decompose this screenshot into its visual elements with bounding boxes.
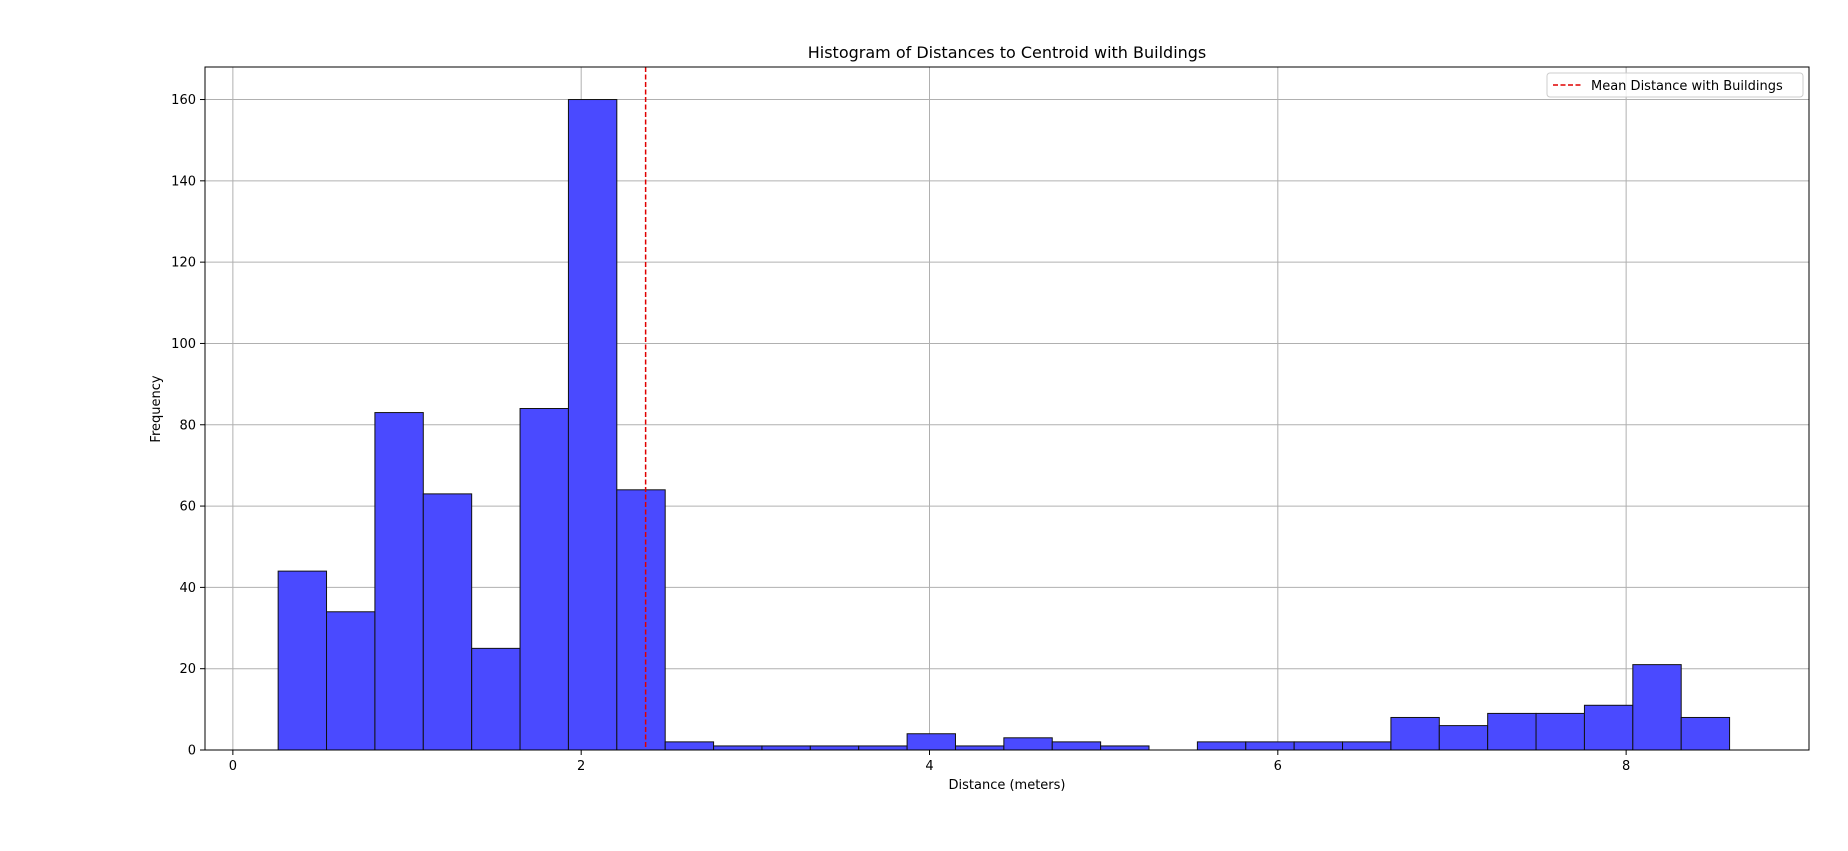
y-tick-label: 160 (171, 93, 196, 108)
histogram-bar (1100, 745, 1150, 751)
histogram-bar (1680, 716, 1731, 751)
histogram-bar (422, 493, 473, 751)
legend: Mean Distance with Buildings (1546, 72, 1804, 98)
x-tick-label: 0 (229, 759, 237, 774)
y-axis-label: Frequency (149, 375, 164, 442)
legend-mean-line-label: Mean Distance with Buildings (1591, 79, 1783, 94)
histogram-bar (1390, 716, 1440, 751)
histogram-bar (1632, 664, 1682, 751)
histogram-bar (374, 412, 424, 751)
plot-frame (204, 66, 1810, 751)
y-tick-label: 120 (171, 256, 196, 271)
histogram-bar (906, 733, 956, 751)
y-tick-label: 0 (188, 744, 196, 759)
y-tick-label: 60 (179, 500, 196, 515)
histogram-bar (1342, 741, 1392, 751)
histogram-bar (326, 611, 376, 751)
y-tick-label: 140 (171, 174, 196, 189)
histogram-bar (809, 745, 860, 751)
x-tick-label: 6 (1274, 759, 1282, 774)
histogram-bar (1583, 704, 1634, 751)
histogram-bar (616, 489, 666, 751)
histogram-bar (1245, 741, 1295, 751)
histogram-bar (519, 408, 569, 751)
x-tick-label: 8 (1622, 759, 1630, 774)
legend-box (1546, 72, 1804, 98)
histogram-bar (664, 741, 715, 751)
histogram-bar (1535, 712, 1585, 751)
histogram-bar (1293, 741, 1344, 751)
y-tick-label: 20 (179, 662, 196, 677)
y-tick-label: 80 (179, 418, 196, 433)
chart-title: Histogram of Distances to Centroid with … (808, 43, 1207, 62)
histogram-bar (761, 745, 811, 751)
x-tick-label: 2 (577, 759, 585, 774)
x-axis-label: Distance (meters) (949, 778, 1066, 793)
histogram-bar (1487, 712, 1537, 751)
histogram-bar (567, 99, 618, 751)
histogram-bar (1003, 737, 1053, 751)
histogram-bars (277, 99, 1731, 751)
histogram-bar (954, 745, 1005, 751)
histogram-bar (713, 745, 763, 751)
histogram-bar (858, 745, 908, 751)
histogram-bar (1196, 741, 1247, 751)
y-tick-label: 40 (179, 581, 196, 596)
histogram-bar (471, 647, 521, 751)
histogram-bar (1438, 725, 1489, 751)
y-tick-label: 100 (171, 337, 196, 352)
x-tick-label: 4 (925, 759, 933, 774)
histogram-bar (1051, 741, 1102, 751)
histogram-bar (277, 570, 328, 751)
